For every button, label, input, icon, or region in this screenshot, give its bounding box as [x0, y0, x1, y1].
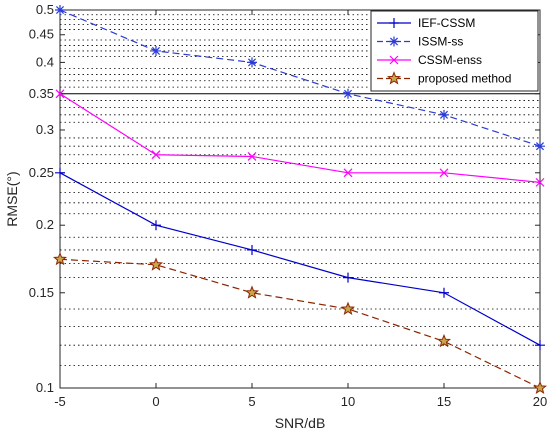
legend-item: IEF-CSSM	[377, 16, 475, 30]
data-point	[439, 168, 449, 178]
y-tick-label: 0.35	[29, 86, 54, 101]
data-point	[439, 287, 449, 298]
series-cssm-enss	[55, 89, 545, 187]
y-tick-label: 0.2	[36, 217, 54, 232]
data-point	[247, 152, 257, 161]
legend-label: ISSM-ss	[418, 35, 463, 49]
legend-label: CSSM-enss	[418, 53, 482, 67]
data-point	[532, 380, 548, 394]
data-point	[55, 167, 65, 178]
legend-item: CSSM-enss	[377, 53, 482, 67]
y-tick-label: 0.45	[29, 27, 54, 42]
x-tick-label: 20	[533, 394, 547, 409]
series-line	[59, 258, 541, 389]
series-ief-cssm	[55, 167, 545, 351]
y-tick-label: 0.1	[36, 380, 54, 395]
data-point	[535, 177, 545, 187]
legend-label: IEF-CSSM	[418, 16, 475, 30]
tick-layer: -5 0 5 10 15 20 0.1 0.15 0.2 0.25 0.3 0.35 0.4 0.45 0.…	[29, 2, 548, 409]
data-point	[439, 109, 449, 120]
legend-item: ISSM-ss	[377, 35, 463, 49]
legend-item: proposed method	[377, 71, 511, 86]
y-tick-label: 0.25	[29, 165, 54, 180]
x-tick-label: -5	[54, 394, 66, 409]
data-point	[535, 340, 545, 351]
legend-label: proposed method	[418, 72, 511, 86]
data-point	[343, 272, 353, 283]
x-tick-label: 15	[437, 394, 451, 409]
data-point	[389, 18, 399, 28]
data-point	[340, 301, 356, 315]
data-point	[343, 168, 353, 178]
data-point	[247, 244, 257, 255]
data-point	[151, 220, 161, 231]
series-line	[59, 172, 541, 346]
data-point	[436, 333, 452, 348]
y-tick-label: 0.3	[36, 122, 54, 137]
y-axis-label: RMSE(°)	[4, 171, 20, 226]
data-point	[389, 36, 399, 47]
y-tick-label: 0.5	[36, 2, 54, 17]
plot-frame	[59, 9, 541, 389]
data-point	[151, 150, 161, 160]
y-tick-label: 0.15	[29, 285, 54, 300]
x-tick-label: 0	[152, 394, 159, 409]
legend: IEF-CSSM ISSM-ss CSSM-enss proposed method	[370, 10, 539, 92]
data-point	[55, 89, 65, 99]
data-point	[52, 251, 68, 266]
x-axis-label: SNR/dB	[275, 415, 326, 431]
series-line	[59, 93, 541, 183]
y-tick-label: 0.4	[36, 54, 54, 69]
data-point	[148, 257, 164, 271]
series-layer	[52, 5, 548, 394]
data-point	[247, 57, 257, 68]
data-point	[55, 5, 65, 15]
series-issm-ss	[55, 5, 545, 152]
x-tick-label: 10	[341, 394, 355, 409]
data-point	[535, 141, 545, 152]
grid-layer	[60, 14, 540, 367]
data-point	[386, 71, 402, 85]
series-proposed-method	[52, 251, 548, 394]
data-point	[389, 55, 399, 65]
data-point	[244, 285, 260, 299]
data-point	[343, 88, 353, 99]
x-tick-label: 5	[248, 394, 255, 409]
data-point	[151, 45, 161, 56]
